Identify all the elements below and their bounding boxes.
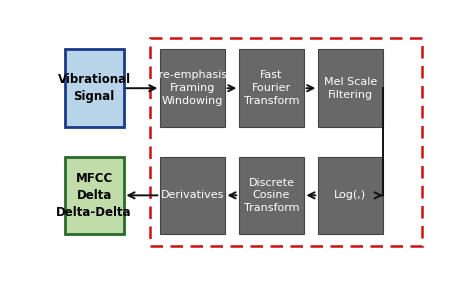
Bar <box>239 49 303 127</box>
Bar <box>318 156 383 234</box>
Text: Discrete
Cosine
Transform: Discrete Cosine Transform <box>244 178 299 213</box>
Text: Fast
Fourier
Transform: Fast Fourier Transform <box>244 70 299 106</box>
Text: Pre-emphasis,
Framing
Windowing: Pre-emphasis, Framing Windowing <box>153 70 232 106</box>
Text: Vibrational
Signal: Vibrational Signal <box>57 73 131 103</box>
Text: Derivatives: Derivatives <box>161 190 224 200</box>
Text: MFCC
Delta
Delta-Delta: MFCC Delta Delta-Delta <box>56 172 132 219</box>
Bar <box>65 49 124 127</box>
Bar <box>318 49 383 127</box>
Text: Mel Scale
Filtering: Mel Scale Filtering <box>324 77 377 100</box>
Bar <box>160 156 225 234</box>
Bar <box>239 156 303 234</box>
Bar <box>160 49 225 127</box>
Bar <box>150 38 422 246</box>
Text: Log(,): Log(,) <box>334 190 366 200</box>
Bar <box>65 156 124 234</box>
